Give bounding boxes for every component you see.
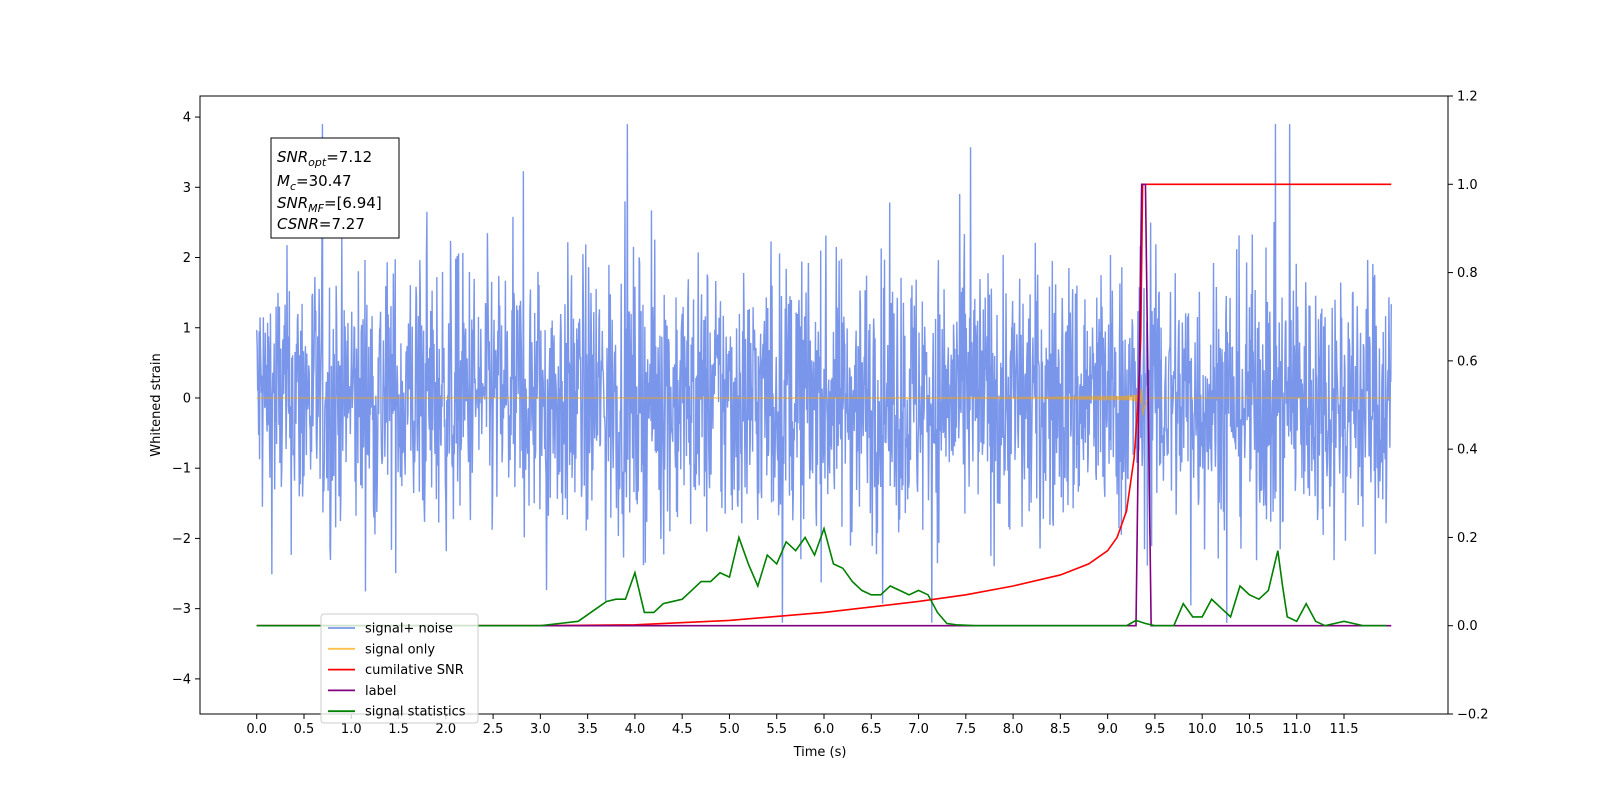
annotation-frame <box>270 137 400 239</box>
legend-entry-label: label <box>365 684 396 699</box>
y-tick-label: 1 <box>183 321 191 336</box>
x-tick-label: 10.5 <box>1235 722 1264 737</box>
y2-tick-label: 0.0 <box>1457 619 1478 634</box>
x-tick-label: 7.0 <box>908 722 929 737</box>
y-tick-label: 3 <box>183 181 191 196</box>
y-tick-label: −2 <box>172 532 191 547</box>
y-tick-label: 2 <box>183 251 191 266</box>
x-tick-label: 5.0 <box>719 722 740 737</box>
annotation-snr-opt: SNRopt=7.12 <box>277 148 372 169</box>
y2-tick-label: −0.2 <box>1457 708 1489 723</box>
y2-tick-label: 1.2 <box>1457 90 1478 105</box>
series-signal-noise <box>256 124 1392 623</box>
x-tick-label: 0.5 <box>294 722 315 737</box>
x-tick-label: 11.5 <box>1330 722 1359 737</box>
y-tick-label: −3 <box>172 602 191 617</box>
annotation-snr-mf: SNRMF=[6.94] <box>277 194 382 215</box>
x-tick-label: 2.5 <box>483 722 504 737</box>
y-tick-label: 4 <box>183 111 191 126</box>
x-axis-label: Time (s) <box>793 745 847 760</box>
x-tick-label: 9.5 <box>1145 722 1166 737</box>
y-tick-label: −4 <box>172 672 191 687</box>
series-signal-statistics <box>256 525 1387 627</box>
y2-tick-label: 1.0 <box>1457 178 1478 193</box>
annotation-mc: Mc=30.47 <box>277 172 352 193</box>
y2-tick-label: 0.8 <box>1457 266 1478 281</box>
y-axis-label: Whitened strain <box>149 353 164 456</box>
y2-tick-label: 0.6 <box>1457 354 1478 369</box>
x-tick-label: 8.5 <box>1050 722 1071 737</box>
x-tick-label: 10.0 <box>1188 722 1217 737</box>
y-axis-left: 4 3 2 1 0 −1 −2 −3 −4 <box>172 111 200 687</box>
x-axis: 0.0 0.5 1.0 1.5 2.0 2.5 3.0 3.5 4.0 4.5 5.0 5.5 6.0 6… <box>246 714 1358 737</box>
series-signal-only <box>256 388 1392 416</box>
legend-entry-label: signal only <box>365 642 435 657</box>
annotation-box: SNRopt=7.12 Mc=30.47 SNRMF=[6.94] CSNR=7… <box>270 137 400 239</box>
x-tick-label: 6.5 <box>861 722 882 737</box>
x-tick-label: 9.0 <box>1097 722 1118 737</box>
legend: signal+ noise signal only cumilative SNR la… <box>320 613 479 724</box>
x-tick-label: 2.0 <box>435 722 456 737</box>
y-axis-right: 1.2 1.0 0.8 0.6 0.4 0.2 0.0 −0.2 <box>1448 90 1489 723</box>
y-tick-label: 0 <box>183 391 191 406</box>
y2-tick-label: 0.2 <box>1457 531 1478 546</box>
x-tick-label: 4.0 <box>625 722 646 737</box>
x-tick-label: 0.0 <box>246 722 267 737</box>
x-tick-label: 1.0 <box>341 722 362 737</box>
x-tick-label: 6.0 <box>814 722 835 737</box>
x-tick-label: 3.5 <box>577 722 598 737</box>
legend-frame <box>320 613 479 724</box>
x-tick-label: 3.0 <box>530 722 551 737</box>
x-tick-label: 11.0 <box>1282 722 1311 737</box>
annotation-csnr: CSNR=7.27 <box>277 215 365 233</box>
x-tick-label: 4.5 <box>672 722 693 737</box>
x-tick-label: 7.5 <box>955 722 976 737</box>
legend-entry-label: cumilative SNR <box>365 663 464 678</box>
y-tick-label: −1 <box>172 462 191 477</box>
x-tick-label: 1.5 <box>388 722 409 737</box>
legend-entry-label: signal statistics <box>365 705 466 720</box>
legend-entry-label: signal+ noise <box>365 622 453 637</box>
x-tick-label: 5.5 <box>766 722 787 737</box>
x-tick-label: 8.0 <box>1003 722 1024 737</box>
series-layer <box>256 124 1392 627</box>
y2-tick-label: 0.4 <box>1457 443 1478 458</box>
